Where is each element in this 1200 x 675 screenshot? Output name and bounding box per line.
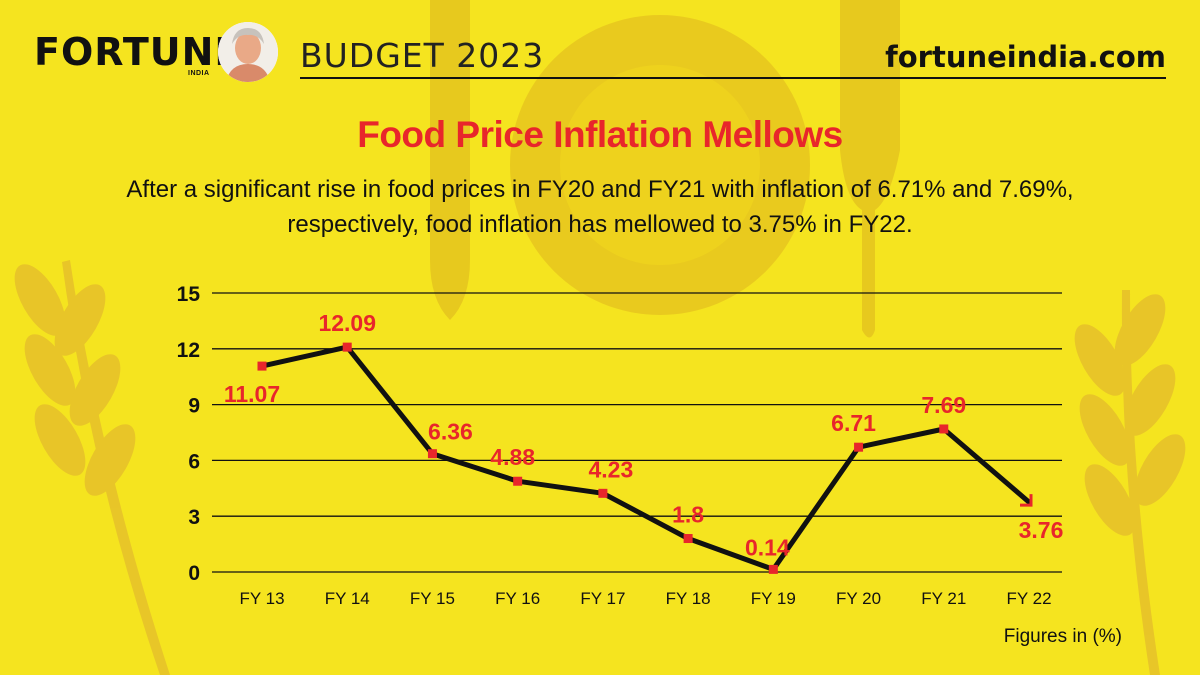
units-note: Figures in (%) bbox=[1003, 626, 1122, 647]
avatar bbox=[218, 22, 278, 82]
data-label: 6.36 bbox=[428, 419, 473, 445]
data-label: 3.76 bbox=[1019, 517, 1064, 543]
knife-icon bbox=[430, 0, 470, 320]
data-point bbox=[257, 361, 267, 371]
x-tick-label: FY 13 bbox=[239, 589, 284, 608]
x-tick-label: FY 20 bbox=[836, 589, 881, 608]
x-tick-label: FY 19 bbox=[751, 589, 796, 608]
fork-icon bbox=[840, 0, 900, 338]
data-label: 0.14 bbox=[745, 534, 790, 560]
data-label: 4.88 bbox=[490, 444, 535, 470]
header-divider bbox=[300, 77, 1166, 79]
site-url: fortuneindia.com bbox=[885, 40, 1166, 74]
y-tick-label: 12 bbox=[177, 339, 200, 362]
wheat-icon-right bbox=[1074, 290, 1186, 675]
data-labels: 11.07 12.09 6.36 4.88 4.23 1.8 0.14 6.71 7.69 3.7… bbox=[224, 310, 1064, 560]
x-axis: FY 13 FY 14 FY 15 FY 16 FY 17 FY 18 FY 19 FY 20… bbox=[239, 589, 1051, 608]
data-point bbox=[427, 449, 437, 459]
brand-logo-sub: INDIA bbox=[188, 70, 210, 77]
series-line bbox=[259, 344, 1032, 572]
data-label: 4.23 bbox=[589, 456, 634, 482]
x-tick-label: FY 15 bbox=[410, 589, 455, 608]
x-tick-label: FY 21 bbox=[921, 589, 966, 608]
data-point bbox=[598, 488, 608, 498]
data-point bbox=[854, 442, 864, 452]
y-axis: 0 3 6 9 12 15 bbox=[177, 283, 201, 585]
data-label: 11.07 bbox=[224, 381, 280, 407]
x-tick-label: FY 17 bbox=[580, 589, 625, 608]
data-point bbox=[342, 342, 352, 352]
chart-grid bbox=[212, 292, 1062, 573]
chart-subtitle: After a significant rise in food prices … bbox=[126, 176, 1074, 238]
wheat-icon-left bbox=[14, 260, 170, 675]
data-point-arrow bbox=[1020, 494, 1033, 507]
data-label: 12.09 bbox=[318, 310, 376, 336]
data-point bbox=[768, 564, 778, 574]
section-title: BUDGET 2023 bbox=[300, 36, 545, 75]
data-point bbox=[683, 534, 693, 544]
x-tick-label: FY 18 bbox=[666, 589, 711, 608]
x-tick-label: FY 16 bbox=[495, 589, 540, 608]
x-tick-label: FY 14 bbox=[325, 589, 370, 608]
data-point bbox=[513, 476, 523, 486]
data-points bbox=[257, 342, 1033, 574]
y-tick-label: 15 bbox=[177, 283, 201, 306]
plate-inner bbox=[560, 65, 760, 265]
chart-title: Food Price Inflation Mellows bbox=[357, 114, 843, 155]
data-point bbox=[939, 424, 949, 434]
data-label: 7.69 bbox=[921, 392, 966, 418]
data-label: 6.71 bbox=[831, 410, 876, 436]
data-label: 1.8 bbox=[672, 502, 704, 528]
brand-logo: FORTUNE bbox=[34, 30, 242, 74]
y-tick-label: 0 bbox=[188, 562, 200, 585]
x-tick-label: FY 22 bbox=[1006, 589, 1051, 608]
y-tick-label: 3 bbox=[188, 506, 200, 529]
series-path bbox=[259, 344, 1032, 572]
y-tick-label: 6 bbox=[188, 450, 200, 473]
y-tick-label: 9 bbox=[188, 395, 200, 418]
